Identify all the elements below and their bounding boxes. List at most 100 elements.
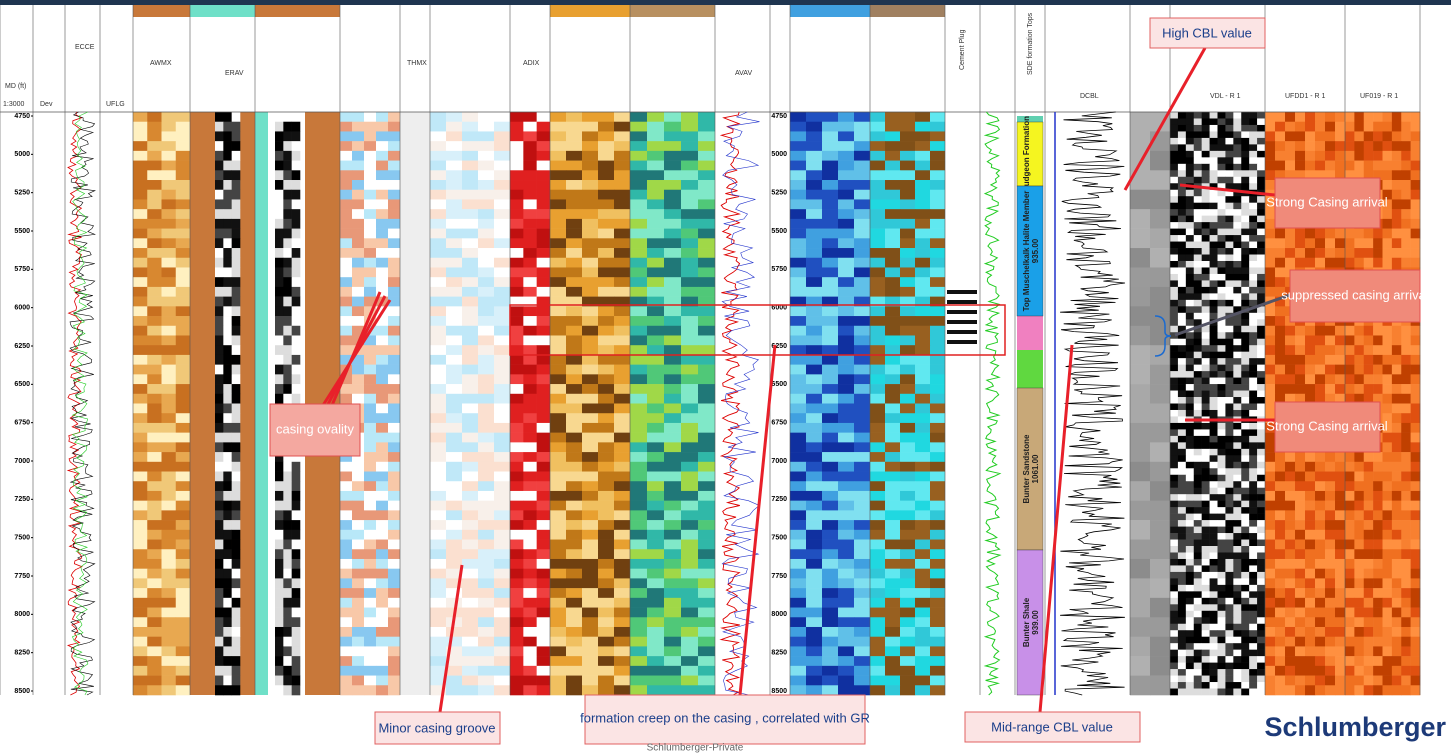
image-cell [838, 627, 854, 637]
image-cell [1257, 663, 1265, 670]
image-cell [550, 472, 566, 482]
image-cell [1354, 501, 1364, 511]
image-cell [1249, 617, 1257, 624]
image-cell [1178, 624, 1186, 631]
image-cell [1178, 371, 1186, 378]
image-cell [614, 258, 630, 268]
image-cell [900, 472, 915, 482]
image-cell [376, 404, 388, 414]
image-cell [275, 151, 284, 161]
image-cell [1194, 287, 1202, 294]
image-cell [1257, 170, 1265, 177]
image-cell [462, 413, 478, 423]
image-cell [885, 501, 900, 511]
image-cell [1257, 449, 1265, 456]
image-cell [1364, 559, 1374, 569]
image-cell [1218, 656, 1226, 663]
image-cell [1210, 475, 1218, 482]
image-cell [870, 374, 885, 384]
image-cell [1305, 151, 1315, 161]
depth-tick-label: 6500 [14, 381, 30, 388]
image-cell [1392, 510, 1402, 520]
image-cell [376, 384, 388, 394]
image-cell [162, 472, 177, 482]
image-cell [854, 141, 870, 151]
image-cell [1257, 125, 1265, 132]
image-cell [1305, 326, 1315, 336]
image-cell [446, 423, 462, 433]
image-cell [340, 199, 352, 209]
image-cell [1233, 689, 1241, 696]
image-cell [478, 161, 494, 171]
image-cell [352, 627, 364, 637]
image-cell [550, 685, 566, 695]
image-cell [1249, 423, 1257, 430]
image-cell [1249, 598, 1257, 605]
image-cell [1186, 229, 1194, 236]
image-cell [664, 229, 681, 239]
image-cell [147, 617, 162, 627]
image-cell [1383, 170, 1393, 180]
image-cell [930, 481, 945, 491]
image-cell [1150, 287, 1170, 307]
image-cell [1411, 229, 1421, 239]
image-cell [494, 559, 510, 569]
image-cell [1210, 578, 1218, 585]
image-cell [215, 559, 224, 569]
image-cell [647, 238, 664, 248]
image-cell [681, 267, 698, 277]
image-cell [1194, 682, 1202, 689]
image-cell [292, 141, 301, 151]
image-cell [1225, 656, 1233, 663]
image-cell [430, 355, 446, 365]
image-cell [133, 199, 148, 209]
image-cell [930, 141, 945, 151]
image-cell [176, 258, 191, 268]
image-cell [822, 442, 838, 452]
image-cell [1315, 258, 1325, 268]
image-cell [1218, 125, 1226, 132]
image-cell [582, 238, 598, 248]
image-cell [1186, 559, 1194, 566]
image-cell [790, 229, 806, 239]
image-cell [376, 190, 388, 200]
image-cell [598, 277, 614, 287]
image-cell [582, 491, 598, 501]
image-cell [292, 646, 301, 656]
image-cell [1241, 669, 1249, 676]
image-cell [275, 190, 284, 200]
image-cell [698, 229, 715, 239]
image-cell [870, 394, 885, 404]
image-cell [1233, 552, 1241, 559]
depth-tick-label: 8500 [771, 688, 787, 695]
image-cell [1354, 637, 1364, 647]
image-cell [388, 248, 400, 258]
image-cell [215, 394, 224, 404]
image-cell [1202, 507, 1210, 514]
image-cell [523, 151, 537, 161]
image-cell [806, 267, 822, 277]
image-cell [1194, 520, 1202, 527]
image-cell [430, 530, 446, 540]
image-cell [1202, 371, 1210, 378]
image-cell [430, 287, 446, 297]
image-cell [537, 306, 551, 316]
image-cell [232, 131, 241, 141]
image-cell [1194, 164, 1202, 171]
image-cell [885, 569, 900, 579]
image-cell [494, 569, 510, 579]
image-cell [462, 345, 478, 355]
image-cell [1364, 569, 1374, 579]
image-cell [232, 287, 241, 297]
image-cell [870, 151, 885, 161]
image-cell [388, 433, 400, 443]
image-cell [283, 598, 292, 608]
image-cell [176, 141, 191, 151]
image-cell [1210, 339, 1218, 346]
image-cell [1170, 229, 1178, 236]
image-cell [232, 355, 241, 365]
image-cell [376, 277, 388, 287]
image-cell [1194, 540, 1202, 547]
image-cell [582, 122, 598, 132]
image-cell [478, 646, 494, 656]
